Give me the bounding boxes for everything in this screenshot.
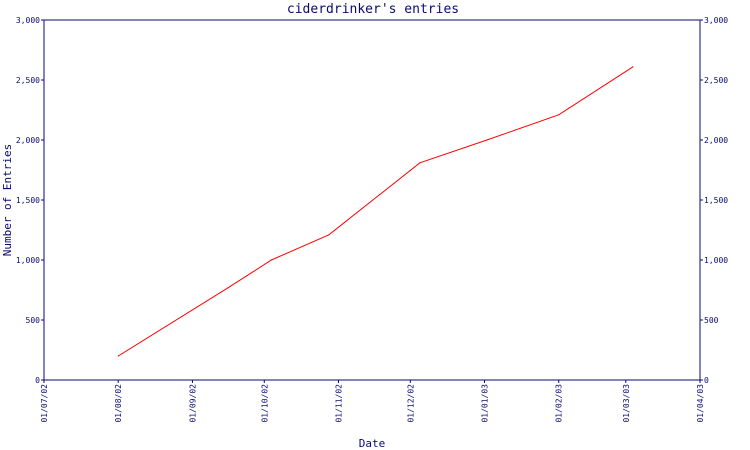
x-tick-label: 01/12/02 <box>406 384 415 423</box>
data-point <box>117 355 119 357</box>
y-tick-label-right: 1,500 <box>704 196 728 205</box>
x-tick-label: 01/04/03 <box>696 384 705 423</box>
x-axis-title: Date <box>359 437 386 450</box>
y-axis-right: 0 500 1,000 1,500 2,000 2,500 3,000 <box>700 16 728 385</box>
x-axis: 01/07/02 01/08/02 01/09/02 01/10/02 01/11/02… <box>40 380 705 423</box>
data-point <box>558 114 560 116</box>
y-tick-label-right: 0 <box>704 376 709 385</box>
data-point <box>419 162 421 164</box>
y-tick-label-left: 1,500 <box>16 196 40 205</box>
x-tick-label: 01/02/03 <box>555 384 564 423</box>
chart-title: ciderdrinker's entries <box>287 2 459 17</box>
x-tick-label: 01/10/02 <box>260 384 269 423</box>
series-layer <box>117 66 634 357</box>
y-axis-title: Number of Entries <box>1 144 14 257</box>
data-point <box>270 259 273 261</box>
x-tick-label: 01/03/03 <box>622 384 631 423</box>
series-line <box>117 66 634 357</box>
y-tick-label-right: 2,500 <box>704 76 728 85</box>
data-point <box>486 139 488 141</box>
data-point <box>227 287 229 289</box>
y-tick-label-left: 2,500 <box>16 76 40 85</box>
plot-area <box>43 19 701 381</box>
x-tick-label: 01/09/02 <box>188 384 197 423</box>
data-point <box>632 66 634 68</box>
y-tick-label-right: 3,000 <box>704 16 728 25</box>
y-axis-left: 0 500 1,000 1,500 2,000 2,500 3,000 <box>16 16 44 385</box>
data-point <box>328 234 330 236</box>
y-tick-label-left: 3,000 <box>16 16 40 25</box>
x-tick-label: 01/08/02 <box>114 384 123 423</box>
y-tick-label-right: 1,000 <box>704 256 728 265</box>
x-tick-label: 01/11/02 <box>334 384 343 423</box>
x-tick-label: 01/01/03 <box>481 384 490 423</box>
x-tick-label: 01/07/02 <box>40 384 49 423</box>
y-tick-label-right: 500 <box>704 316 719 325</box>
y-tick-label-right: 2,000 <box>704 136 728 145</box>
y-tick-label-left: 2,000 <box>16 136 40 145</box>
y-tick-label-left: 1,000 <box>16 256 40 265</box>
y-tick-label-left: 0 <box>35 376 40 385</box>
y-tick-label-left: 500 <box>26 316 41 325</box>
